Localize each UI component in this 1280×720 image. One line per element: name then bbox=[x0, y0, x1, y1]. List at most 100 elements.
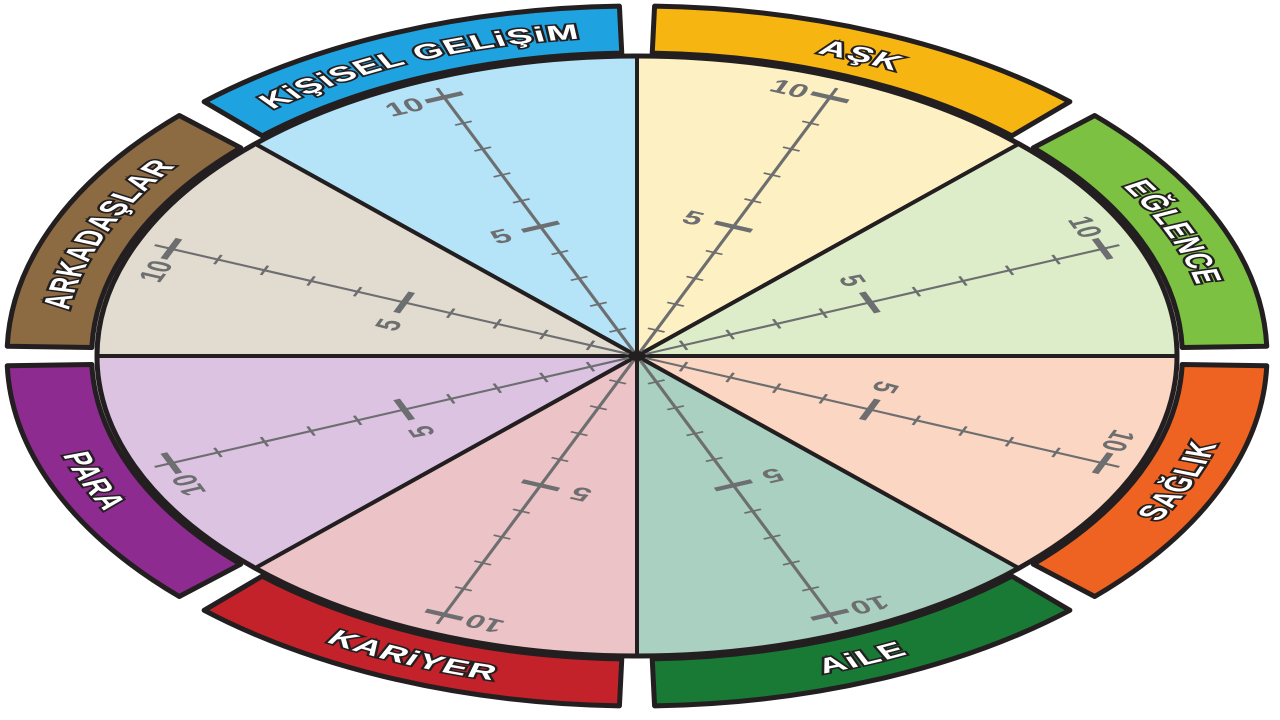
scale-tick bbox=[771, 318, 782, 329]
scale-tick bbox=[1004, 265, 1015, 276]
scale-tick bbox=[1051, 254, 1061, 265]
scale-tick bbox=[647, 327, 666, 333]
scale-axis bbox=[435, 355, 639, 625]
scale-tick bbox=[539, 329, 549, 340]
scale-tick bbox=[858, 291, 881, 314]
scale-tick bbox=[352, 415, 363, 426]
scale-tick bbox=[306, 426, 316, 436]
scale-tick bbox=[589, 405, 608, 411]
scale-tick bbox=[550, 249, 569, 256]
tab-aile bbox=[652, 576, 1070, 706]
scale-tick bbox=[424, 608, 464, 621]
scale-tick bbox=[911, 286, 922, 297]
scale-tick bbox=[259, 265, 270, 276]
scale-tick bbox=[713, 220, 754, 233]
tab-para bbox=[7, 364, 240, 596]
scale-tick bbox=[801, 120, 820, 126]
scale-tick bbox=[771, 383, 782, 394]
scale-tick bbox=[213, 447, 223, 458]
scale-tick bbox=[570, 275, 589, 282]
tab-ki-isel-geli-im bbox=[204, 6, 622, 136]
scale-tick bbox=[818, 393, 829, 404]
scale-tick bbox=[445, 308, 456, 319]
scale-tick bbox=[539, 372, 549, 383]
scale-tick bbox=[782, 146, 801, 152]
scale-tick bbox=[763, 172, 781, 178]
scale-tick bbox=[445, 393, 456, 404]
scale-tick bbox=[647, 379, 666, 385]
scale-tick bbox=[473, 560, 492, 566]
scale-tick bbox=[725, 329, 735, 340]
scale-ki-isel-geli-im: 510 bbox=[380, 87, 639, 357]
scale-tick bbox=[1091, 237, 1114, 260]
scale-tick bbox=[1004, 436, 1015, 447]
scale-tick bbox=[493, 534, 511, 540]
scale-tick bbox=[743, 508, 762, 514]
scale-tick bbox=[512, 508, 531, 514]
wheel-center bbox=[628, 351, 646, 361]
scale-tick bbox=[705, 249, 724, 256]
scale-tick bbox=[306, 276, 316, 286]
scale-axis bbox=[635, 355, 839, 625]
scale-tick bbox=[213, 254, 223, 265]
scale-tick bbox=[259, 436, 270, 447]
scale-tick bbox=[608, 379, 627, 385]
scale-tick bbox=[678, 361, 689, 372]
scale-tick bbox=[705, 456, 724, 463]
scale-axis bbox=[636, 244, 1120, 357]
scale-axis bbox=[635, 87, 839, 357]
scale-tick bbox=[743, 198, 762, 204]
scale-tick bbox=[393, 398, 416, 421]
scale-tick bbox=[685, 275, 704, 282]
tab-e-lence bbox=[1033, 116, 1266, 348]
scale-tick bbox=[493, 172, 511, 178]
scale-tick bbox=[520, 220, 561, 233]
scale-tick bbox=[858, 398, 881, 421]
scale-tick bbox=[589, 301, 608, 307]
scale-tick bbox=[763, 534, 781, 540]
wheel-outline bbox=[97, 56, 1177, 656]
scale-tick bbox=[393, 291, 416, 314]
scale-tick bbox=[352, 286, 363, 297]
scale-tick bbox=[666, 405, 685, 411]
tab-sa-lik bbox=[1033, 364, 1266, 596]
scale-tick bbox=[585, 340, 596, 351]
scale-tick bbox=[520, 479, 561, 492]
scale-tick bbox=[473, 146, 492, 152]
scale-tick bbox=[911, 415, 922, 426]
scale-axis bbox=[435, 87, 639, 357]
tab-kariyer bbox=[204, 576, 622, 706]
scale-tick bbox=[424, 91, 464, 104]
scale-axis bbox=[636, 355, 1120, 468]
scale-tick bbox=[608, 327, 627, 333]
scale-tick bbox=[585, 361, 596, 372]
scale-tick bbox=[685, 430, 704, 437]
scale-tick bbox=[1091, 452, 1114, 475]
scale-tick bbox=[958, 276, 968, 286]
scale-tick bbox=[492, 383, 503, 394]
scale-axis bbox=[154, 244, 638, 357]
scale-tick bbox=[801, 586, 820, 592]
scale-tick bbox=[160, 237, 183, 260]
tab-arkada-lar bbox=[7, 116, 240, 348]
scale-tick bbox=[454, 120, 473, 126]
scale-tick bbox=[570, 430, 589, 437]
scale-tick bbox=[810, 608, 850, 621]
scale-axis bbox=[154, 355, 638, 468]
scale-tick bbox=[713, 479, 754, 492]
scale-tick bbox=[782, 560, 801, 566]
scale-tick bbox=[160, 452, 183, 475]
scale-tick bbox=[1051, 447, 1061, 458]
scale-tick bbox=[550, 456, 569, 463]
scale-tick bbox=[454, 586, 473, 592]
scale-tick bbox=[492, 318, 503, 329]
scale-tick bbox=[666, 301, 685, 307]
tab-a-k bbox=[652, 6, 1070, 136]
scale-tick bbox=[818, 308, 829, 319]
scale-tick bbox=[958, 426, 968, 436]
scale-tick bbox=[725, 372, 735, 383]
scale-tick bbox=[810, 91, 850, 104]
scale-tick bbox=[512, 198, 531, 204]
